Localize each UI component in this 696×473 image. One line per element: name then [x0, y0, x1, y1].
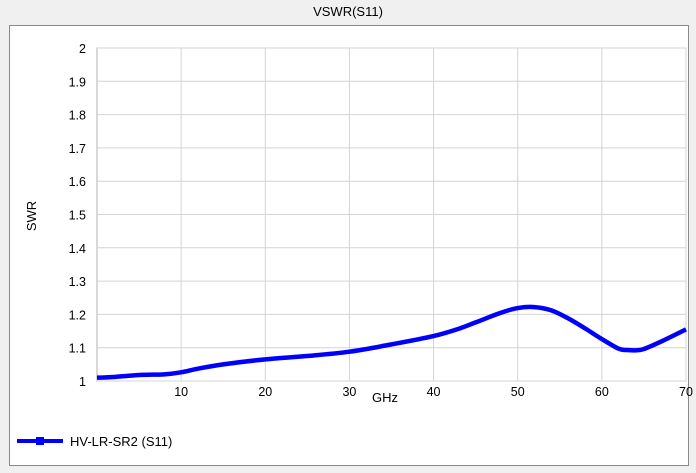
chart-title: VSWR(S11): [313, 4, 383, 19]
y-tick-label: 1.8: [69, 109, 86, 123]
legend-marker: [36, 437, 44, 445]
x-tick-label: 30: [342, 385, 356, 399]
y-tick-label: 1.3: [69, 275, 86, 289]
x-tick-label: 20: [258, 385, 272, 399]
x-tick-label: 10: [174, 385, 188, 399]
y-tick-labels: 1 1.1 1.2 1.3 1.4 1.5 1.6 1.7 1.8 1.9 2: [69, 42, 86, 389]
y-tick-label: 1.6: [69, 175, 86, 189]
x-tick-label: 70: [679, 385, 693, 399]
y-tick-label: 1.5: [69, 209, 86, 223]
x-tick-label: 40: [427, 385, 441, 399]
y-tick-label: 1.7: [69, 142, 86, 156]
grid-lines: [96, 47, 687, 382]
series-line: [96, 304, 687, 380]
legend: HV-LR-SR2 (S11): [17, 434, 172, 449]
y-tick-label: 1.1: [69, 342, 86, 356]
y-tick-label: 1.9: [69, 75, 86, 89]
x-tick-labels: 10 20 30 40 50 60 70: [174, 385, 693, 399]
x-tick-label: 50: [511, 385, 525, 399]
y-tick-label: 1.4: [69, 242, 86, 256]
x-tick-label: 60: [595, 385, 609, 399]
x-axis-label: GHz: [372, 390, 398, 405]
y-tick-label: 2: [79, 42, 86, 56]
y-tick-label: 1.2: [69, 308, 86, 322]
plot-area: [96, 304, 687, 380]
y-tick-label: 1: [79, 375, 86, 389]
y-axis-label: SWR: [24, 201, 39, 231]
legend-entry-label: HV-LR-SR2 (S11): [70, 434, 172, 449]
